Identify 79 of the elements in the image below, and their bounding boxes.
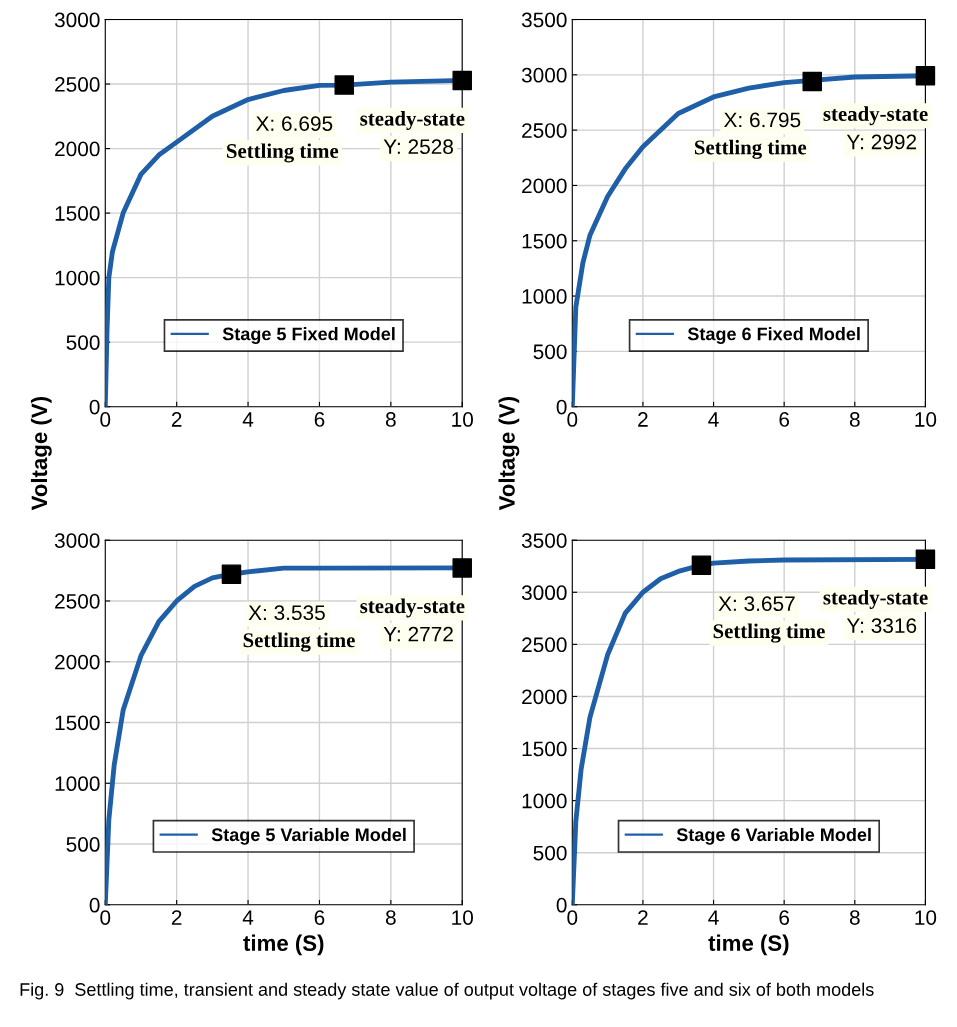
- y-tick-label: 3000: [54, 533, 100, 548]
- annotation: steady-state: [823, 106, 928, 126]
- legend-label: Stage 6 Fixed Model: [687, 327, 860, 344]
- y-tick-label: 2000: [55, 141, 100, 157]
- x-axis-title: time (S): [243, 934, 324, 956]
- annotation: X: 3.657: [718, 596, 795, 612]
- x-tick-label: 2: [171, 412, 182, 427]
- legend-label: Stage 6 Variable Model: [676, 827, 871, 845]
- y-tick-label: 2000: [522, 178, 567, 194]
- annotation: Y: 2992: [846, 134, 917, 150]
- y-tick-label: 3000: [54, 12, 100, 28]
- y-tick-label: 2500: [522, 123, 567, 138]
- y-tick-label: 3000: [521, 585, 567, 601]
- x-tick-label: 10: [452, 910, 473, 925]
- legend-label: Stage 5 Fixed Model: [222, 327, 395, 344]
- x-tick-label: 10: [915, 412, 937, 427]
- y-tick-label: 1500: [522, 741, 567, 757]
- x-tick-label: 0: [567, 910, 578, 925]
- caption: Fig. 9 Settling time, transient and steady state value of output voltage of stages five and six of both models: [20, 982, 874, 1000]
- annotation: X: 6.695: [256, 116, 333, 131]
- x-tick-label: 4: [708, 412, 719, 427]
- y-tick-label: 2500: [55, 593, 100, 609]
- annotation: Y: 2528: [383, 139, 453, 155]
- y-tick-label: 2500: [522, 637, 567, 653]
- x-tick-label: 6: [779, 910, 790, 925]
- y-axis-title: Voltage (V): [498, 397, 520, 511]
- y-tick-label: 1000: [55, 270, 100, 286]
- y-tick-label: 1000: [522, 289, 567, 304]
- x-tick-label: 2: [638, 412, 648, 427]
- annotation: Y: 3316: [846, 618, 917, 633]
- annotation: Settling time: [243, 632, 355, 652]
- x-tick-label: 8: [849, 412, 860, 427]
- y-tick-label: 0: [89, 897, 100, 913]
- y-tick-label: 500: [66, 335, 100, 350]
- y-tick-label: 500: [533, 344, 567, 360]
- y-tick-label: 3500: [521, 12, 567, 28]
- x-tick-label: 10: [915, 910, 937, 925]
- x-tick-label: 8: [385, 412, 396, 427]
- annotation: steady-state: [823, 589, 928, 609]
- y-tick-label: 500: [66, 837, 100, 852]
- y-tick-label: 1000: [55, 776, 100, 792]
- x-tick-label: 0: [567, 412, 578, 427]
- x-tick-label: 2: [638, 910, 648, 925]
- annotation: X: 6.795: [724, 112, 801, 128]
- x-tick-label: 6: [779, 412, 790, 427]
- y-tick-label: 0: [89, 399, 100, 415]
- annotation: Y: 2772: [383, 626, 453, 642]
- x-tick-label: 8: [849, 910, 860, 925]
- x-tick-label: 6: [314, 910, 325, 925]
- x-tick-label: 0: [100, 412, 111, 427]
- y-tick-label: 1500: [522, 233, 567, 249]
- y-tick-label: 1500: [55, 206, 100, 221]
- y-axis-title: Voltage (V): [30, 397, 52, 511]
- y-tick-label: 2500: [55, 77, 100, 92]
- annotation: X: 3.535: [248, 605, 325, 621]
- y-tick-label: 500: [533, 845, 567, 861]
- annotation: Settling time: [694, 139, 807, 159]
- y-tick-label: 2000: [55, 654, 100, 670]
- y-tick-label: 3000: [521, 67, 567, 83]
- y-tick-label: 1500: [55, 715, 100, 731]
- x-tick-label: 2: [171, 910, 182, 925]
- y-tick-label: 1000: [522, 793, 567, 809]
- y-tick-label: 0: [556, 897, 567, 913]
- annotation: steady-state: [360, 110, 465, 130]
- x-axis-title: time (S): [708, 934, 789, 956]
- y-tick-label: 0: [556, 399, 567, 415]
- x-tick-label: 4: [708, 910, 719, 925]
- legend-label: Stage 5 Variable Model: [211, 827, 406, 845]
- x-tick-label: 4: [242, 412, 254, 427]
- annotation: Settling time: [226, 143, 339, 163]
- annotation: Settling time: [713, 623, 825, 643]
- y-tick-label: 2000: [522, 689, 567, 705]
- x-tick-label: 10: [452, 412, 473, 427]
- x-tick-label: 8: [385, 910, 396, 925]
- x-tick-label: 4: [242, 910, 254, 925]
- y-tick-label: 3500: [521, 533, 567, 548]
- annotation: steady-state: [360, 598, 465, 618]
- x-tick-label: 0: [100, 910, 111, 925]
- x-tick-label: 6: [314, 412, 325, 427]
